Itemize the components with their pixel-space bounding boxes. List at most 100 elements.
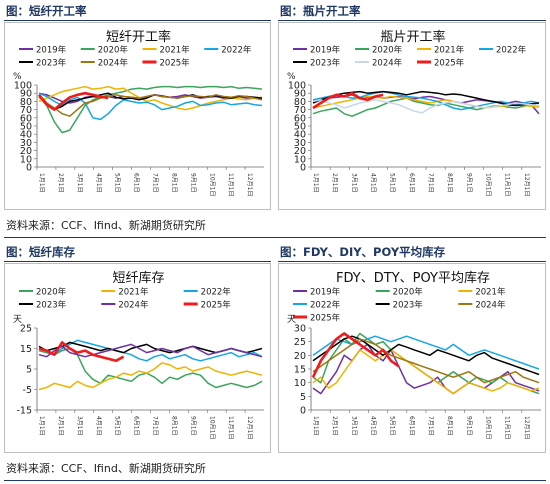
footer-divider	[4, 480, 546, 481]
y-tick-label: 0	[300, 406, 306, 417]
legend-label: 2021年	[160, 45, 191, 56]
y-tick-label: 20	[294, 146, 306, 157]
x-tick-label: 9月1日	[189, 173, 196, 193]
legend-label: 2024年	[372, 58, 403, 69]
y-tick-label: 90	[294, 89, 306, 100]
x-tick-label: 10月1日	[208, 416, 215, 439]
x-tick-label: 9月1日	[465, 173, 472, 193]
y-tick-label: 15	[20, 344, 32, 355]
y-tick-label: 0	[300, 163, 306, 174]
x-tick-label: 7月1日	[427, 173, 434, 193]
series-line-2021	[38, 362, 263, 391]
legend-label: 2025年	[310, 313, 341, 324]
y-tick-label: 0	[26, 163, 32, 174]
y-tick-label: 100	[14, 81, 32, 92]
y-tick-label: 50	[294, 122, 306, 133]
y-tick-label: 30	[294, 324, 306, 335]
y-axis-label: %	[287, 72, 296, 82]
chart-header-fiber-operating-rate: 图：短纤开工率	[6, 4, 87, 18]
x-tick-label: 11月1日	[227, 173, 234, 196]
legend-label: 2020年	[372, 45, 403, 56]
x-tick-label: 11月1日	[504, 173, 511, 196]
chart-title: FDY、DTY、POY平均库存	[336, 270, 490, 286]
x-tick-label: 1月1日	[38, 173, 45, 193]
y-tick-label: 5	[26, 365, 32, 376]
series-line-2024	[312, 338, 540, 384]
legend-label: 2020年	[36, 287, 67, 298]
x-tick-label: 3月1日	[76, 173, 83, 193]
legend-label: 2023年	[393, 300, 424, 311]
series-line-2025	[312, 91, 384, 110]
x-tick-label: 4月1日	[95, 173, 102, 193]
y-tick-label: 20	[20, 146, 32, 157]
y-tick-label: 80	[20, 97, 32, 108]
y-axis-label: %	[13, 72, 22, 82]
y-tick-label: 60	[20, 113, 32, 124]
x-tick-label: 2月1日	[331, 416, 338, 436]
y-tick-label: -15	[16, 406, 32, 417]
x-tick-label: 12月1日	[523, 173, 530, 196]
y-tick-label: 90	[20, 89, 32, 100]
legend-label: 2025年	[201, 300, 232, 311]
y-tick-label: 50	[20, 122, 32, 133]
x-tick-label: 3月1日	[76, 416, 83, 436]
source-note: 资料来源：CCF、Ifind、新湖期货研究所	[6, 219, 206, 232]
footer-divider	[4, 237, 546, 238]
x-tick-label: 9月1日	[465, 416, 472, 436]
x-tick-label: 7月1日	[152, 416, 159, 436]
x-tick-label: 6月1日	[408, 173, 415, 193]
series-line-2021	[312, 349, 540, 395]
x-tick-label: 7月1日	[152, 173, 159, 193]
series-line-2021	[38, 85, 263, 111]
chart-title: 短纤开工率	[106, 29, 171, 45]
chart-title: 瓶片开工率	[380, 29, 445, 45]
chart-chip-operating-rate: 瓶片开工率 2019年 2020年 2021年 2022年 2023年 2024年 2025年…	[278, 22, 546, 210]
x-tick-label: 3月1日	[350, 173, 357, 193]
legend-label: 2022年	[221, 45, 252, 56]
x-tick-label: 5月1日	[114, 416, 121, 436]
x-tick-label: 8月1日	[446, 416, 453, 436]
y-tick-label: 100	[288, 81, 306, 92]
legend-label: 2021年	[434, 45, 465, 56]
x-tick-label: 1月1日	[312, 173, 319, 193]
legend-label: 2022年	[201, 287, 232, 298]
y-tick-label: -5	[23, 385, 32, 396]
x-tick-label: 1月1日	[312, 416, 319, 436]
series-line-2024	[312, 99, 540, 114]
x-tick-label: 2月1日	[57, 173, 64, 193]
series-line-2022	[312, 335, 540, 370]
series-line-2022	[38, 92, 263, 121]
series-line-2021	[312, 95, 540, 109]
y-tick-label: 20	[294, 351, 306, 362]
x-tick-label: 5月1日	[389, 173, 396, 193]
x-tick-label: 6月1日	[133, 173, 140, 193]
legend-label: 2022年	[496, 45, 527, 56]
x-tick-label: 10月1日	[208, 173, 215, 196]
x-tick-label: 5月1日	[114, 173, 121, 193]
x-tick-label: 10月1日	[485, 416, 492, 439]
x-tick-label: 5月1日	[389, 416, 396, 436]
y-tick-label: 40	[20, 130, 32, 141]
x-tick-label: 8月1日	[170, 173, 177, 193]
header-divider	[278, 20, 546, 21]
series-line-2022	[312, 90, 540, 111]
x-tick-label: 2月1日	[57, 416, 64, 436]
x-tick-label: 2月1日	[331, 173, 338, 193]
legend-label: 2019年	[36, 45, 67, 56]
x-tick-label: 11月1日	[227, 416, 234, 439]
legend-label: 2024年	[98, 58, 129, 69]
legend-label: 2020年	[393, 287, 424, 298]
legend-label: 2023年	[310, 58, 341, 69]
legend-label: 2023年	[36, 58, 67, 69]
legend-label: 2025年	[434, 58, 465, 69]
y-tick-label: 15	[294, 365, 306, 376]
header-divider	[4, 20, 271, 21]
x-tick-label: 4月1日	[370, 173, 377, 193]
series-line-2020	[38, 85, 263, 134]
y-tick-label: 40	[294, 130, 306, 141]
y-tick-label: 25	[294, 337, 306, 348]
header-divider	[278, 261, 546, 262]
series-line-2025	[38, 341, 125, 363]
legend-label: 2021年	[475, 287, 506, 298]
